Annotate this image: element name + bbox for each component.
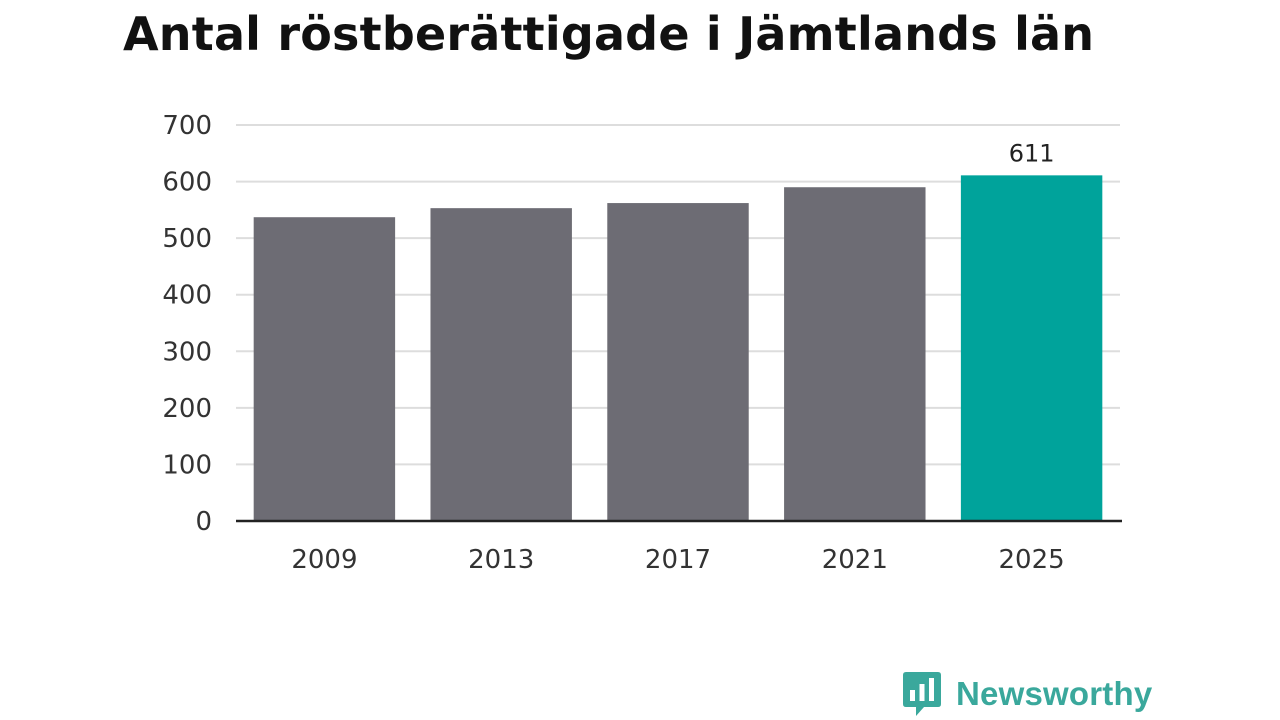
y-tick-label: 700 <box>162 111 212 141</box>
x-tick-label: 2013 <box>468 545 534 575</box>
brand-name: Newsworthy <box>956 675 1153 712</box>
x-tick-label: 2009 <box>291 545 357 575</box>
data-labels: 611 <box>1009 139 1055 167</box>
y-tick-label: 300 <box>162 337 212 367</box>
data-label: 611 <box>1009 139 1055 167</box>
bars <box>253 175 1103 521</box>
bar-2021 <box>784 187 926 521</box>
y-tick-label: 0 <box>195 507 212 537</box>
y-tick-label: 500 <box>162 224 212 254</box>
x-tick-label: 2025 <box>999 545 1065 575</box>
bar-2025 <box>960 175 1103 521</box>
bar-2017 <box>607 203 749 521</box>
bar-chart-speech-bubble-icon <box>903 672 941 716</box>
y-axis-ticks: 0 100 200 300 400 500 600 700 <box>162 111 212 537</box>
newsworthy-logo: Newsworthy <box>902 670 1152 718</box>
x-axis-ticks: 2009 2013 2017 2021 2025 <box>291 545 1064 575</box>
y-tick-label: 600 <box>162 168 212 198</box>
y-tick-label: 100 <box>162 450 212 480</box>
chart-title: Antal röstberättigade i Jämtlands län <box>123 7 1095 61</box>
bar-2009 <box>253 217 396 521</box>
x-tick-label: 2017 <box>645 545 711 575</box>
x-tick-label: 2021 <box>822 545 888 575</box>
y-tick-label: 400 <box>162 281 212 311</box>
bar-2013 <box>430 208 572 521</box>
y-tick-label: 200 <box>162 394 212 424</box>
